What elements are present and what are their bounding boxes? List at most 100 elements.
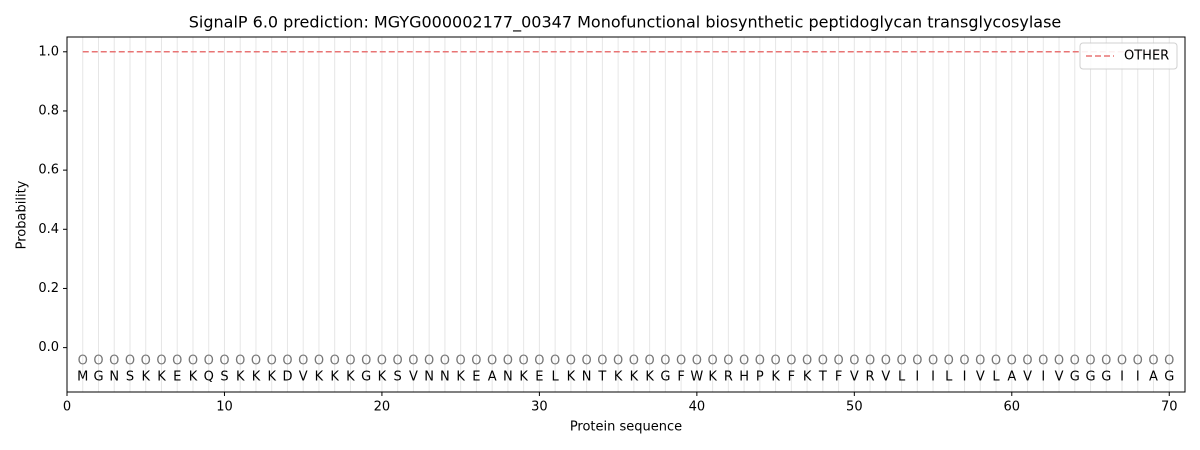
residue-label: N <box>109 370 119 385</box>
state-label: O <box>660 354 670 369</box>
state-label: O <box>251 354 261 369</box>
y-tick-label: 0.6 <box>38 163 59 178</box>
residue-label: A <box>488 370 497 385</box>
residue-label: K <box>803 370 812 385</box>
residue-label: N <box>503 370 513 385</box>
state-label: O <box>566 354 576 369</box>
residue-label: K <box>456 370 465 385</box>
state-label: O <box>141 354 151 369</box>
residue-label: N <box>582 370 592 385</box>
state-label: O <box>739 354 749 369</box>
state-label: O <box>109 354 119 369</box>
state-label: O <box>503 354 513 369</box>
residue-label: G <box>1070 370 1080 385</box>
y-tick-label: 0.2 <box>38 281 59 296</box>
state-label: O <box>330 354 340 369</box>
state-label: O <box>487 354 497 369</box>
state-label: O <box>93 354 103 369</box>
residue-label: S <box>394 370 402 385</box>
y-tick-label: 0.4 <box>38 222 59 237</box>
residue-label: K <box>315 370 324 385</box>
state-label: O <box>786 354 796 369</box>
state-label: O <box>865 354 875 369</box>
state-label: O <box>1085 354 1095 369</box>
residue-label: K <box>708 370 717 385</box>
residue-label: K <box>157 370 166 385</box>
state-label: O <box>723 354 733 369</box>
state-label: O <box>645 354 655 369</box>
residue-label: I <box>1120 370 1124 385</box>
state-label: O <box>125 354 135 369</box>
residue-label: T <box>818 370 827 385</box>
state-label: O <box>582 354 592 369</box>
residue-label: E <box>535 370 543 385</box>
residue-label: L <box>945 370 953 385</box>
state-label: O <box>267 354 277 369</box>
state-label: O <box>361 354 371 369</box>
state-label: O <box>597 354 607 369</box>
residue-label: A <box>1007 370 1016 385</box>
residue-label: K <box>519 370 528 385</box>
state-label: O <box>456 354 466 369</box>
residue-label: E <box>173 370 181 385</box>
state-label: O <box>1117 354 1127 369</box>
state-label: O <box>345 354 355 369</box>
residue-label: F <box>835 370 842 385</box>
state-label: O <box>440 354 450 369</box>
residue-label: K <box>267 370 276 385</box>
state-label: O <box>928 354 938 369</box>
state-label: O <box>298 354 308 369</box>
x-tick-label: 30 <box>531 400 548 415</box>
state-label: O <box>676 354 686 369</box>
state-label: O <box>408 354 418 369</box>
residue-label: K <box>630 370 639 385</box>
residue-label: I <box>1136 370 1140 385</box>
state-label: O <box>188 354 198 369</box>
residue-label: K <box>189 370 198 385</box>
residue-label: I <box>915 370 919 385</box>
residue-label: K <box>330 370 339 385</box>
residue-label: K <box>771 370 780 385</box>
residue-label: G <box>1101 370 1111 385</box>
x-tick-label: 20 <box>374 400 391 415</box>
state-label: O <box>1022 354 1032 369</box>
residue-label: K <box>567 370 576 385</box>
residue-label: I <box>963 370 967 385</box>
residue-label: L <box>898 370 906 385</box>
residue-label: K <box>346 370 355 385</box>
residue-label: I <box>1041 370 1045 385</box>
plot-frame <box>66 36 1186 393</box>
x-tick-label: 70 <box>1161 400 1178 415</box>
residue-label: I <box>931 370 935 385</box>
residue-label: L <box>552 370 560 385</box>
residue-label: V <box>1023 370 1032 385</box>
residue-label: H <box>739 370 749 385</box>
state-label: O <box>1007 354 1017 369</box>
residue-label: S <box>220 370 228 385</box>
state-label: O <box>770 354 780 369</box>
residue-label: G <box>93 370 103 385</box>
residue-label: K <box>141 370 150 385</box>
residue-label: F <box>677 370 684 385</box>
state-label: O <box>833 354 843 369</box>
residue-label: R <box>866 370 875 385</box>
y-tick-label: 1.0 <box>38 44 59 59</box>
state-label: O <box>78 354 88 369</box>
residue-label: V <box>1055 370 1064 385</box>
residue-label: T <box>597 370 606 385</box>
state-label: O <box>282 354 292 369</box>
state-label: O <box>424 354 434 369</box>
state-label: O <box>881 354 891 369</box>
residue-label: K <box>645 370 654 385</box>
residue-label: K <box>252 370 261 385</box>
state-label: O <box>1148 354 1158 369</box>
state-label: O <box>755 354 765 369</box>
state-label: O <box>944 354 954 369</box>
residue-label: V <box>299 370 308 385</box>
x-tick-label: 60 <box>1004 400 1021 415</box>
residue-label: A <box>1149 370 1158 385</box>
residue-label: K <box>236 370 245 385</box>
chart-title: SignalP 6.0 prediction: MGYG000002177_00… <box>189 13 1062 33</box>
state-label: O <box>377 354 387 369</box>
state-label: O <box>534 354 544 369</box>
